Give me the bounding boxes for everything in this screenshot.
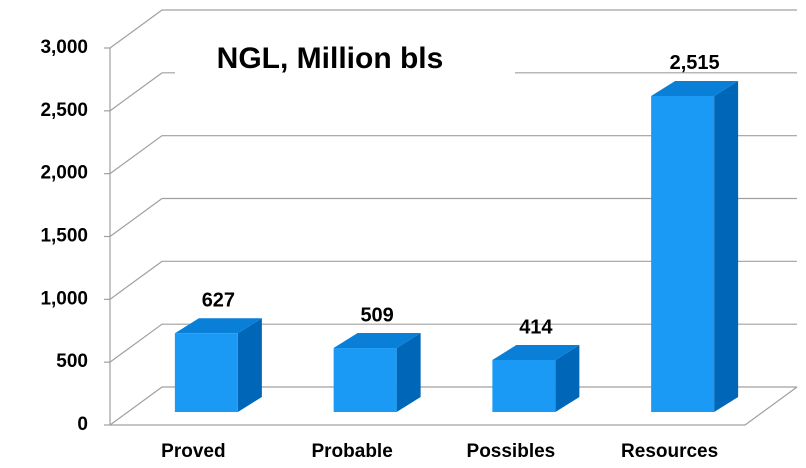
- grid-line: [109, 9, 797, 49]
- bar: [333, 348, 397, 412]
- x-tick-label: Possibles: [467, 441, 556, 462]
- floor-edge: [110, 386, 798, 426]
- data-label: 2,515: [670, 52, 720, 74]
- grid: [104, 9, 798, 426]
- x-tick-label: Proved: [161, 441, 225, 462]
- y-tick-label: 500: [56, 351, 88, 372]
- bar-top: [174, 318, 262, 334]
- bar-top: [651, 80, 739, 96]
- bar: [651, 95, 715, 412]
- y-tick-label: 2,000: [40, 163, 88, 184]
- y-tick-label: 1,000: [40, 288, 88, 309]
- y-tick-label: 3,000: [40, 37, 88, 58]
- grid-line: [109, 323, 797, 363]
- x-tick-label: Probable: [311, 441, 392, 462]
- bar-top: [492, 344, 580, 360]
- bar: [174, 333, 238, 412]
- data-label: 509: [360, 304, 393, 326]
- bar-side: [714, 80, 739, 412]
- chart-title: NGL, Million bls: [217, 42, 444, 75]
- y-tick-label: 2,500: [40, 100, 88, 121]
- y-tick-label: 1,500: [40, 226, 88, 247]
- grid-line: [109, 386, 797, 426]
- bar-top: [333, 333, 421, 349]
- grid-line: [109, 135, 797, 175]
- title-backdrop: [175, 30, 515, 90]
- y-tick-label: 0: [77, 414, 88, 435]
- bar-side: [237, 318, 262, 412]
- grid-line: [109, 260, 797, 300]
- bar: [492, 359, 556, 412]
- grid-line: [109, 197, 797, 237]
- data-label: 414: [519, 316, 553, 338]
- bar-side: [396, 333, 421, 412]
- bar-side: [555, 344, 580, 412]
- data-label: 627: [202, 289, 235, 311]
- x-tick-label: Resources: [621, 441, 718, 462]
- grid-line: [109, 72, 797, 112]
